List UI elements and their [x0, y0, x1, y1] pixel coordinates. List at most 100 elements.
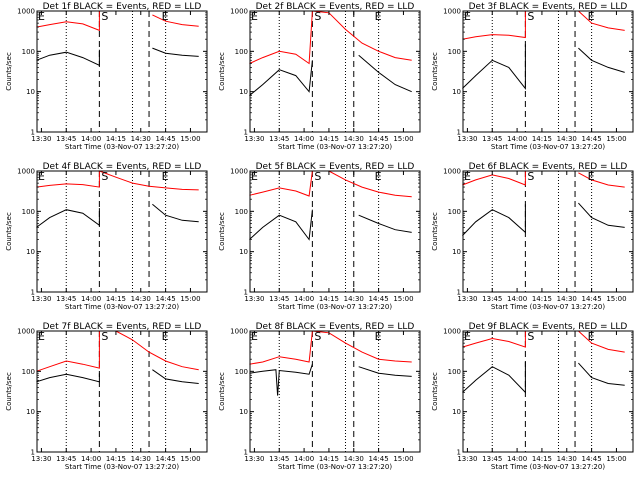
- x-axis-label: Start Time (03-Nov-07 13:27:20): [278, 303, 392, 311]
- events-series-line: [36, 203, 199, 228]
- y-axis-label: Counts/sec: [218, 212, 226, 251]
- end-marker-label: E: [38, 170, 45, 183]
- x-tick-label: 14:00: [507, 135, 527, 143]
- x-tick-label: 14:00: [294, 135, 314, 143]
- start-marker-label: S: [101, 10, 108, 23]
- lld-series-line: [462, 330, 625, 353]
- x-tick-label: 14:15: [319, 135, 339, 143]
- plot-frame: [36, 170, 208, 293]
- x-tick-label: 13:30: [244, 295, 264, 303]
- y-axis-label: Counts/sec: [431, 212, 439, 251]
- end-marker-label: E: [375, 330, 382, 343]
- events-series-line: [249, 54, 412, 96]
- x-tick-label: 15:00: [180, 455, 200, 463]
- lld-series-line: [249, 330, 412, 365]
- x-tick-label: 13:45: [269, 135, 289, 143]
- y-tick-label: 1000: [17, 328, 35, 336]
- y-tick-label: 10: [452, 248, 461, 256]
- chart-title: Det 6f BLACK = Events, RED = LLD: [469, 162, 628, 172]
- x-axis-label: Start Time (03-Nov-07 13:27:20): [278, 143, 392, 151]
- y-tick-label: 100: [22, 48, 35, 56]
- x-tick-label: 14:30: [131, 295, 151, 303]
- x-tick-label: 14:00: [81, 455, 101, 463]
- x-tick-label: 14:15: [319, 455, 339, 463]
- x-tick-label: 14:45: [369, 295, 389, 303]
- y-axis-label: Counts/sec: [431, 52, 439, 91]
- events-series-line: [249, 209, 412, 241]
- y-tick-label: 100: [235, 208, 248, 216]
- x-axis-label: Start Time (03-Nov-07 13:27:20): [491, 463, 605, 471]
- x-tick-label: 13:30: [244, 135, 264, 143]
- plot-frame: [249, 330, 421, 453]
- end-marker-label: E: [162, 10, 169, 23]
- x-tick-label: 14:30: [344, 295, 364, 303]
- end-marker-label: E: [38, 10, 45, 23]
- end-marker-label: E: [588, 330, 595, 343]
- events-series-line: [462, 44, 625, 90]
- end-marker-label: E: [162, 170, 169, 183]
- x-tick-label: 14:00: [507, 455, 527, 463]
- x-tick-label: 13:30: [457, 455, 477, 463]
- y-tick-label: 10: [26, 88, 35, 96]
- x-tick-label: 15:00: [180, 295, 200, 303]
- y-tick-label: 1: [31, 449, 35, 457]
- x-tick-label: 13:30: [244, 455, 264, 463]
- y-axis-label: Counts/sec: [431, 372, 439, 411]
- x-tick-label: 14:15: [106, 295, 126, 303]
- y-tick-label: 100: [22, 368, 35, 376]
- start-marker-label: S: [314, 10, 321, 23]
- x-tick-label: 15:00: [606, 295, 626, 303]
- end-marker-label: E: [464, 330, 471, 343]
- chart-title: Det 5f BLACK = Events, RED = LLD: [256, 162, 415, 172]
- chart-title: Det 2f BLACK = Events, RED = LLD: [256, 2, 415, 12]
- plot-frame: [249, 170, 421, 293]
- y-tick-label: 1: [31, 289, 35, 297]
- y-axis-label: Counts/sec: [218, 372, 226, 411]
- y-tick-label: 1000: [443, 8, 461, 16]
- x-tick-label: 14:30: [557, 135, 577, 143]
- y-axis-label: Counts/sec: [5, 212, 13, 251]
- end-marker-label: E: [588, 10, 595, 23]
- y-tick-label: 10: [452, 88, 461, 96]
- y-tick-label: 10: [26, 408, 35, 416]
- x-tick-label: 13:45: [56, 455, 76, 463]
- x-tick-label: 14:45: [369, 135, 389, 143]
- events-series-line: [462, 362, 625, 394]
- end-marker-label: E: [375, 10, 382, 23]
- end-marker-label: E: [375, 170, 382, 183]
- x-tick-label: 14:30: [344, 455, 364, 463]
- lld-series-line: [462, 171, 625, 188]
- x-tick-label: 13:30: [457, 295, 477, 303]
- plot-frame: [462, 330, 634, 453]
- plot-frame: [36, 10, 208, 133]
- y-tick-label: 1: [244, 449, 248, 457]
- y-tick-label: 1: [244, 129, 248, 137]
- y-tick-label: 1000: [17, 168, 35, 176]
- plot-frame: [462, 10, 634, 133]
- end-marker-label: E: [38, 330, 45, 343]
- x-tick-label: 14:45: [582, 295, 602, 303]
- x-tick-label: 14:45: [582, 135, 602, 143]
- end-marker-label: E: [464, 170, 471, 183]
- x-tick-label: 13:45: [56, 135, 76, 143]
- events-series-line: [36, 369, 199, 384]
- x-tick-label: 14:15: [532, 295, 552, 303]
- chart-title: Det 7f BLACK = Events, RED = LLD: [43, 322, 202, 332]
- x-tick-label: 14:00: [294, 295, 314, 303]
- y-tick-label: 1000: [443, 328, 461, 336]
- y-tick-label: 10: [26, 248, 35, 256]
- x-tick-label: 13:30: [31, 455, 51, 463]
- x-tick-label: 14:00: [81, 295, 101, 303]
- x-tick-label: 15:00: [180, 135, 200, 143]
- lld-series-line: [36, 170, 199, 191]
- plot-frame: [36, 330, 208, 453]
- plot-frame: [249, 10, 421, 133]
- y-tick-label: 1: [244, 289, 248, 297]
- x-tick-label: 13:30: [457, 135, 477, 143]
